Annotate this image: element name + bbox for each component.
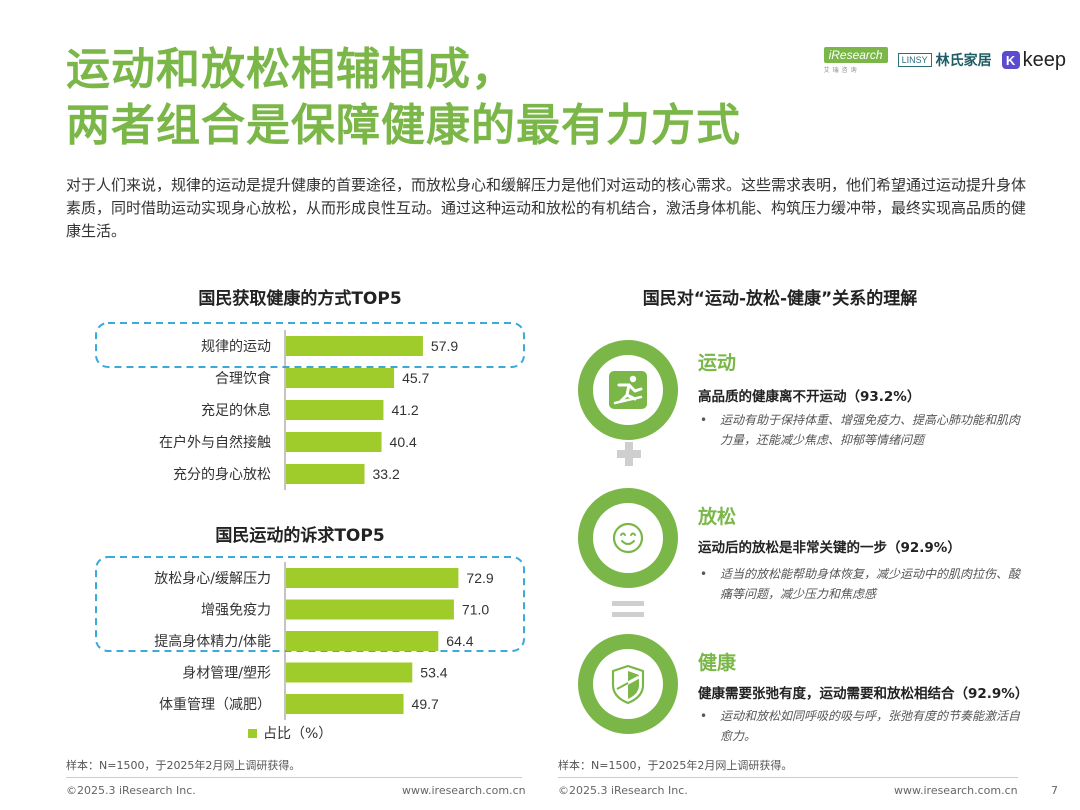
legend-label: 占比（%） [263, 726, 333, 742]
category-label: 体重管理（减肥） [159, 697, 271, 713]
health-heading: 健康 [698, 652, 737, 674]
smile-icon [612, 522, 644, 554]
health-statement: 健康需要张弛有度，运动需要和放松相结合（92.9%） [698, 686, 1029, 702]
exercise-circle-inner [593, 355, 663, 425]
linsy-logo-text: 林氏家居 [935, 53, 992, 69]
sample-note-right: 样本：N=1500，于2025年2月网上调研获得。 [558, 759, 793, 772]
health-bullet-text: 运动和放松如同呼吸的吸与呼，张弛有度的节奏能激活自愈力。 [720, 709, 1021, 743]
page-number: 7 [1051, 784, 1058, 797]
bullet-dot: • [700, 709, 708, 723]
keep-logo-mark: K [1001, 51, 1020, 69]
iresearch-logo: iResearch 艾瑞咨询 [823, 46, 888, 74]
chart-legend: 占比（%） [248, 723, 332, 743]
category-label: 合理饮食 [215, 370, 271, 387]
footer-divider-left [66, 777, 522, 778]
health-bullet: • 运动和放松如同呼吸的吸与呼，张弛有度的节奏能激活自愈力。 [700, 706, 1020, 746]
category-label: 充足的休息 [201, 402, 271, 419]
linsy-logo: LINSY 林氏家居 [897, 50, 992, 70]
bar [286, 432, 382, 452]
highlight-box-1 [95, 322, 525, 368]
relax-bullet: • 适当的放松能帮助身体恢复，减少运动中的肌肉拉伤、酸痛等问题，减少压力和焦虑感 [700, 564, 1020, 604]
equals-icon-bottom [612, 612, 644, 617]
value-label: 72.9 [466, 570, 493, 586]
iresearch-logo-text: iResearch [823, 46, 888, 63]
iresearch-logo-subtext: 艾瑞咨询 [823, 66, 860, 74]
title-line-1: 运动和放松相辅相成， [66, 44, 516, 95]
exercise-statement: 高品质的健康离不开运动（93.2%） [698, 389, 921, 405]
relationship-title: 国民对“运动-放松-健康”关系的理解 [642, 289, 918, 309]
exercise-heading: 运动 [698, 352, 737, 374]
value-label: 71.0 [462, 602, 489, 618]
shield-icon [611, 664, 645, 705]
relax-circle-inner [593, 503, 663, 573]
bar [286, 368, 395, 388]
health-circle-inner [593, 649, 663, 719]
bullet-dot: • [700, 413, 708, 427]
category-label: 身材管理/塑形 [182, 666, 271, 682]
exercise-circle [578, 340, 678, 440]
plus-icon-v [625, 442, 633, 466]
bar [286, 662, 413, 683]
bar [286, 599, 454, 620]
bar [286, 336, 423, 356]
bar [286, 631, 439, 651]
category-label: 提高身体精力/体能 [154, 633, 271, 650]
value-label: 49.7 [412, 696, 439, 712]
title-line-2: 两者组合是保障健康的最有力方式 [66, 100, 741, 151]
relax-circle [578, 488, 678, 588]
bar [286, 400, 384, 420]
category-label: 在户外与自然接触 [159, 434, 271, 451]
equals-icon-top [612, 601, 644, 606]
value-label: 53.4 [420, 665, 447, 681]
bullet-dot: • [700, 567, 708, 581]
url-right: www.iresearch.com.cn [894, 784, 1018, 797]
relax-heading: 放松 [698, 506, 737, 528]
relax-bullet-text: 适当的放松能帮助身体恢复，减少运动中的肌肉拉伤、酸痛等问题，减少压力和焦虑感 [720, 567, 1021, 601]
url-left: www.iresearch.com.cn [402, 784, 526, 797]
exercise-bullet-text: 运动有助于保持体重、增强免疫力、提高心肺功能和肌肉力量，还能减少焦虑、抑郁等情绪… [720, 413, 1021, 447]
value-label: 40.4 [390, 434, 417, 450]
value-label: 41.2 [391, 402, 418, 418]
category-label: 规律的运动 [201, 339, 271, 355]
bar [286, 694, 404, 714]
chart-2-title: 国民运动的诉求TOP5 [215, 526, 385, 546]
keep-logo-text: keep [1022, 48, 1066, 71]
exercise-bullet: • 运动有助于保持体重、增强免疫力、提高心肺功能和肌肉力量，还能减少焦虑、抑郁等… [700, 410, 1020, 450]
category-label: 充分的身心放松 [173, 467, 271, 483]
chart-1-title: 国民获取健康的方式TOP5 [198, 289, 402, 309]
value-label: 45.7 [402, 370, 429, 386]
category-label: 放松身心/缓解压力 [154, 571, 271, 587]
value-label: 57.9 [431, 338, 458, 354]
value-label: 64.4 [446, 633, 473, 649]
logo-bar: iResearch 艾瑞咨询 LINSY 林氏家居 K keep [823, 42, 1066, 78]
sample-note-left: 样本：N=1500，于2025年2月网上调研获得。 [66, 759, 301, 772]
health-circle [578, 634, 678, 734]
copyright-left: ©2025.3 iResearch Inc. [66, 784, 196, 797]
category-label: 增强免疫力 [201, 603, 271, 619]
exercise-icon [609, 371, 647, 409]
bar [286, 464, 365, 484]
value-label: 33.2 [373, 466, 400, 482]
linsy-logo-mark: LINSY [897, 53, 932, 67]
page-title: 运动和放松相辅相成， 两者组合是保障健康的最有力方式 [66, 42, 741, 154]
legend-swatch [248, 728, 257, 738]
intro-paragraph: 对于人们来说，规律的运动是提升健康的首要途径，而放松身心和缓解压力是他们对运动的… [66, 176, 1027, 240]
keep-logo: K keep [1001, 48, 1066, 72]
relax-statement: 运动后的放松是非常关键的一步（92.9%） [698, 540, 961, 556]
copyright-right: ©2025.3 iResearch Inc. [558, 784, 688, 797]
bar [286, 568, 459, 588]
footer-divider-right [558, 777, 1018, 778]
